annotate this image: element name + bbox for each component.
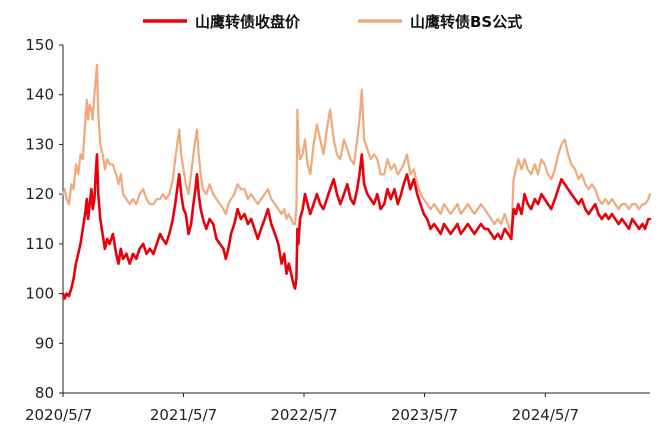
y-tick-label: 130 — [25, 135, 54, 153]
y-tick-label: 90 — [35, 334, 54, 352]
y-tick-label: 120 — [25, 185, 54, 203]
legend: 山鹰转债收盘价 山鹰转债BS公式 — [143, 13, 522, 31]
series-line-bs-formula — [61, 63, 652, 235]
x-tick-label: 2024/5/7 — [512, 406, 579, 424]
legend-label-bs-formula: 山鹰转债BS公式 — [410, 13, 522, 31]
legend-label-closing-price: 山鹰转债收盘价 — [195, 13, 301, 31]
x-tick-label: 2020/5/7 — [25, 406, 92, 424]
y-tick-label: 80 — [35, 384, 54, 402]
y-axis-ticks: 80 90 100 110 120 130 140 150 — [25, 36, 63, 402]
x-tick-label: 2021/5/7 — [150, 406, 217, 424]
x-axis-ticks: 2020/5/7 2021/5/7 2022/5/7 2023/5/7 2024/5/7 — [25, 393, 579, 424]
y-tick-label: 110 — [25, 235, 54, 253]
y-tick-label: 150 — [25, 36, 54, 54]
y-tick-label: 100 — [25, 285, 54, 303]
series-line-closing-price — [61, 153, 652, 300]
x-tick-label: 2023/5/7 — [391, 406, 458, 424]
series-layer — [61, 63, 652, 300]
y-tick-label: 140 — [25, 86, 54, 104]
x-tick-label: 2022/5/7 — [270, 406, 337, 424]
